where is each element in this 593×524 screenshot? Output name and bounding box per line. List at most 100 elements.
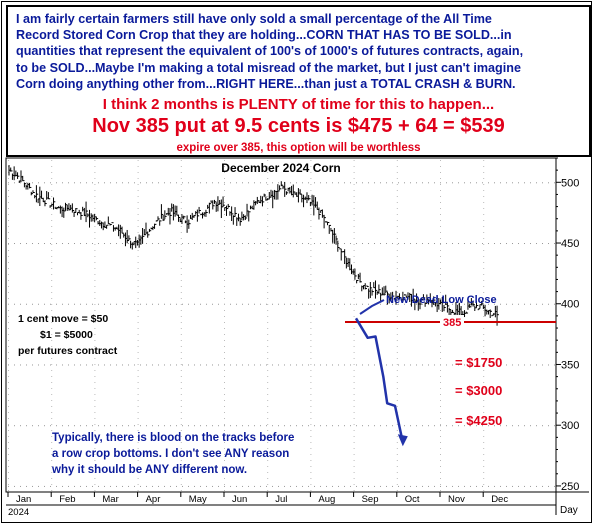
grid-dot (248, 303, 249, 305)
grid-dot (180, 316, 182, 317)
grid-dot (310, 184, 312, 185)
grid-dot (458, 243, 459, 245)
grid-dot (452, 425, 453, 427)
grid-dot (310, 454, 312, 455)
grid-dot (267, 430, 269, 431)
grid-dot (483, 418, 485, 419)
grid-dot (94, 406, 96, 407)
grid-dot (8, 190, 9, 191)
grid-dot (94, 262, 96, 263)
grid-dot (396, 310, 398, 311)
grid-dot (267, 448, 269, 449)
grid-dot (362, 485, 363, 487)
grid-dot (396, 208, 398, 209)
grid-dot (440, 472, 441, 473)
grid-dot (440, 418, 441, 419)
grid-dot (230, 425, 231, 427)
grid-dot (310, 346, 312, 347)
grid-dot (188, 485, 189, 487)
grid-dot (440, 208, 441, 209)
grid-dot (290, 243, 291, 245)
grid-dot (86, 303, 87, 305)
grid-dot (353, 430, 355, 431)
grid-dot (440, 425, 441, 427)
grid-dot (310, 280, 312, 281)
grid-dot (146, 243, 147, 245)
grid-dot (26, 243, 27, 245)
grid-dot (267, 322, 269, 323)
grid-dot (440, 454, 441, 455)
grid-dot (338, 182, 339, 184)
grid-dot (476, 182, 477, 184)
grid-dot (440, 238, 441, 239)
grid-dot (128, 303, 129, 305)
grid-dot (353, 466, 355, 467)
projection-arrowhead (397, 434, 408, 447)
grid-dot (8, 232, 9, 233)
grid-dot (518, 425, 519, 427)
grid-dot (44, 485, 45, 487)
grid-dot (368, 485, 369, 487)
grid-dot (94, 190, 96, 191)
grid-dot (356, 485, 357, 487)
grid-dot (410, 364, 411, 366)
grid-dot (440, 232, 441, 233)
grid-dot (416, 425, 417, 427)
grid-dot (410, 425, 411, 427)
grid-dot (8, 304, 9, 305)
grid-dot (524, 182, 525, 184)
grid-dot (26, 485, 27, 487)
grid-dot (224, 472, 225, 473)
grid-dot (353, 310, 355, 311)
grid-dot (104, 425, 105, 427)
grid-dot (386, 425, 387, 427)
grid-dot (542, 364, 543, 366)
grid-dot (170, 243, 171, 245)
grid-dot (440, 310, 441, 311)
grid-dot (224, 424, 225, 425)
grid-dot (51, 202, 53, 203)
grid-dot (554, 425, 555, 427)
grid-dot (146, 485, 147, 487)
grid-dot (134, 364, 135, 366)
grid-dot (536, 425, 537, 427)
grid-dot (483, 196, 485, 197)
grid-dot (483, 328, 485, 329)
grid-dot (272, 303, 273, 305)
grid-dot (140, 485, 141, 487)
grid-dot (386, 243, 387, 245)
grid-dot (182, 182, 183, 184)
grid-dot (110, 364, 111, 366)
grid-dot (94, 460, 96, 461)
grid-dot (51, 472, 53, 473)
grid-dot (8, 454, 9, 455)
grid-dot (242, 182, 243, 184)
grid-dot (20, 425, 21, 427)
grid-dot (94, 418, 96, 419)
grid-dot (353, 346, 355, 347)
grid-dot (51, 280, 53, 281)
grid-dot (158, 243, 159, 245)
grid-dot (353, 304, 355, 305)
grid-dot (8, 328, 9, 329)
grid-dot (51, 166, 53, 167)
grid-dot (8, 340, 9, 341)
grid-dot (396, 472, 398, 473)
grid-dot (140, 303, 141, 305)
grid-dot (362, 182, 363, 184)
grid-dot (482, 425, 483, 427)
grid-dot (152, 425, 153, 427)
grid-dot (380, 485, 381, 487)
grid-dot (362, 425, 363, 427)
grid-dot (310, 238, 312, 239)
grid-dot (314, 182, 315, 184)
grid-dot (8, 262, 9, 263)
grid-dot (353, 460, 355, 461)
grid-dot (14, 182, 15, 184)
grid-dot (176, 485, 177, 487)
grid-dot (396, 334, 398, 335)
grid-dot (374, 425, 375, 427)
grid-dot (51, 478, 53, 479)
grid-dot (94, 436, 96, 437)
grid-dot (396, 286, 398, 287)
